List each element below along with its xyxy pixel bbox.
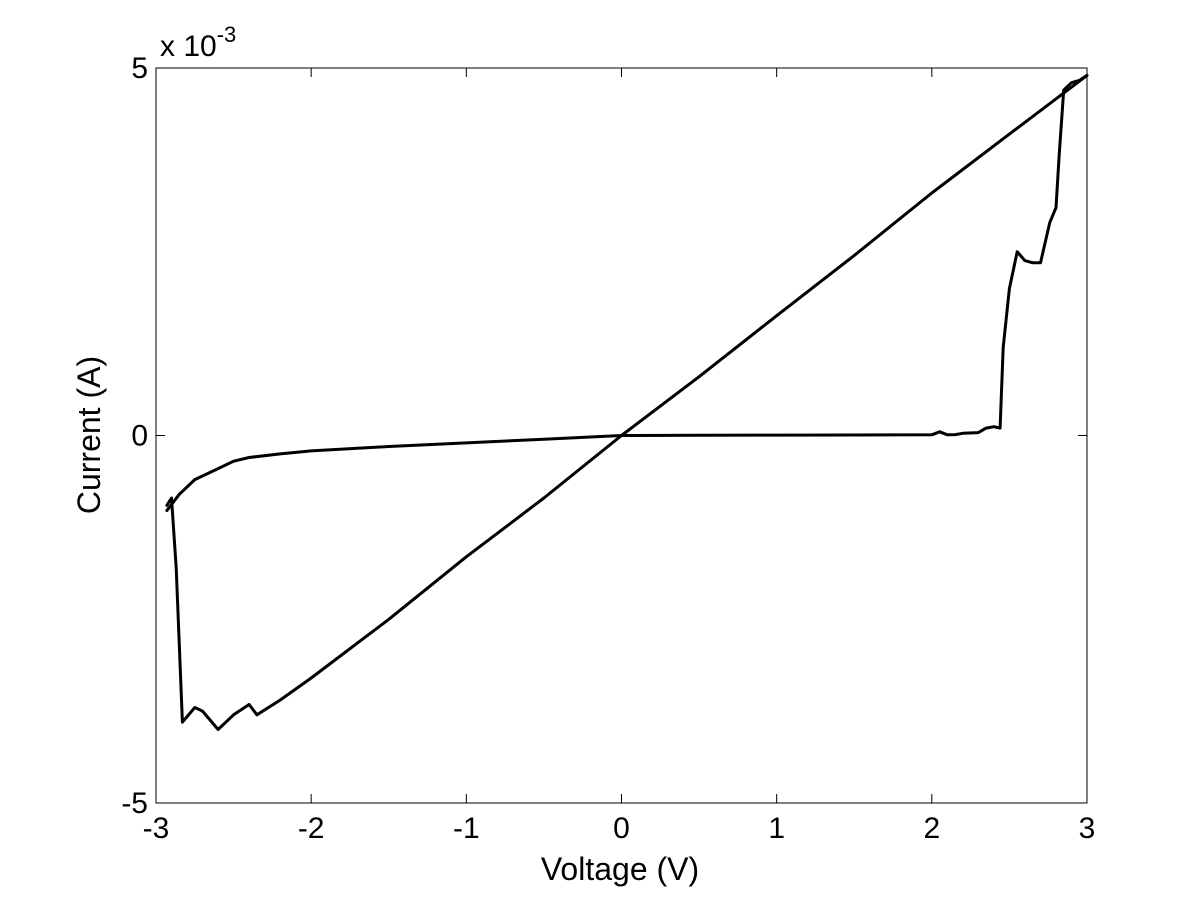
y-tick-label: -5 <box>121 787 148 820</box>
x-axis-title: Voltage (V) <box>541 851 699 887</box>
x-tick-label: -1 <box>453 812 480 845</box>
y-exponent-power: -3 <box>217 22 237 47</box>
y-exponent-base: x 10 <box>160 30 217 63</box>
series-lines <box>165 73 1089 731</box>
x-tick-label: 0 <box>613 812 630 845</box>
x-tick-label: 2 <box>923 812 940 845</box>
x-tick-label: -2 <box>298 812 325 845</box>
y-tick-labels: -5 0 5 <box>121 52 148 820</box>
y-tick-label: 5 <box>131 52 148 85</box>
x-tick-label: 3 <box>1079 812 1096 845</box>
y-tick-label: 0 <box>131 420 148 453</box>
x-tick-labels: -3 -2 -1 0 1 2 3 <box>143 812 1096 845</box>
y-exponent-label: x 10-3 <box>160 22 236 63</box>
series-line-3 <box>165 434 623 512</box>
series-line-2 <box>165 73 1089 731</box>
x-tick-label: 1 <box>768 812 785 845</box>
series-line-1 <box>620 73 1089 437</box>
y-axis-title: Current (A) <box>71 356 107 514</box>
x-tick-label: -3 <box>143 812 170 845</box>
ticks <box>155 67 1088 804</box>
